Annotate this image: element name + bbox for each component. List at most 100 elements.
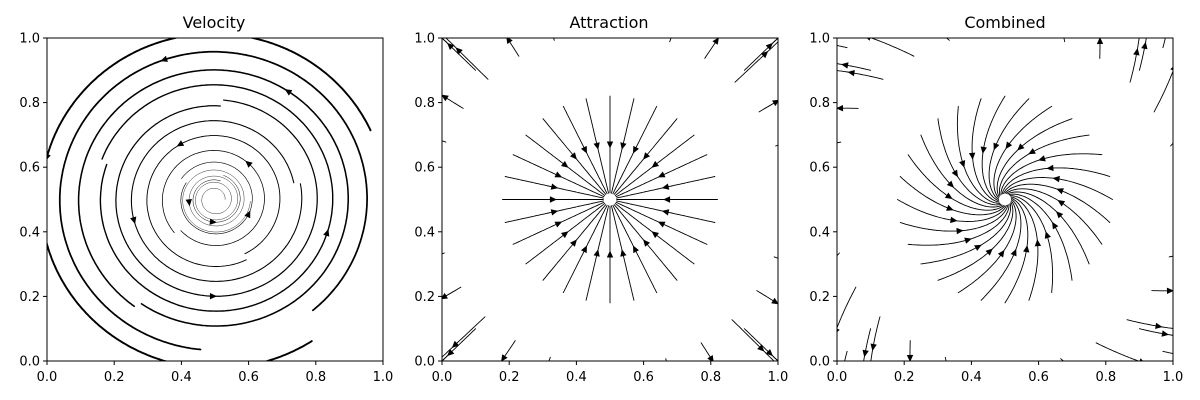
arrowhead: [866, 38, 871, 41]
streamline: [907, 203, 1010, 246]
chart-title: Attraction: [569, 13, 648, 32]
chart-panel-combined: Combined 0.0 0.2 0.4 0.6 0.8 1.00.00.20.40.60…: [809, 13, 1188, 385]
y-tick-label: 0.6: [809, 161, 830, 176]
arrowhead: [651, 231, 659, 239]
arrowhead: [501, 354, 508, 361]
arrowhead: [657, 221, 666, 228]
arrowhead: [837, 328, 840, 333]
arrowhead: [1052, 175, 1060, 183]
streamline: [956, 105, 1001, 204]
arrowhead: [944, 363, 950, 371]
arrowhead: [1023, 245, 1030, 253]
streamlines-layer: [47, 38, 372, 361]
plot-frame: [836, 37, 1174, 362]
arrowhead: [620, 142, 627, 150]
plot-frame: [46, 37, 384, 362]
streamline: [426, 216, 436, 217]
arrowhead: [549, 27, 555, 35]
arrowhead: [209, 218, 217, 225]
x-tick-label: 1.0: [373, 370, 394, 385]
arrowhead: [964, 237, 972, 244]
arrowhead: [1046, 164, 1054, 172]
streamline: [1063, 38, 1066, 43]
streamline: [937, 201, 1014, 281]
arrowhead: [1180, 216, 1188, 222]
streamline: [58, 50, 368, 351]
arrowhead: [570, 152, 577, 160]
streamline: [1162, 350, 1173, 355]
streamline: [783, 220, 793, 221]
arrowhead: [956, 227, 964, 235]
streamline: [47, 38, 372, 361]
streamline: [998, 134, 1090, 197]
arrowhead: [787, 179, 794, 185]
arrowhead: [959, 160, 966, 168]
arrowhead: [554, 221, 563, 228]
arrowhead: [862, 349, 869, 358]
y-tick-label: 0.0: [809, 355, 830, 370]
arrowhead: [1167, 38, 1169, 39]
y-tick-label: 0.6: [19, 161, 40, 176]
arrowhead: [447, 349, 455, 357]
x-tick-label: 0.8: [305, 370, 326, 385]
chart-panel-attraction: Attraction 0.0 0.2 0.4 0.6 0.8 1.00.00.20.40.…: [414, 13, 794, 385]
y-tick-label: 0.0: [414, 355, 435, 370]
y-tick-label: 0.4: [809, 225, 830, 240]
streamline: [844, 350, 848, 361]
arrowhead: [593, 142, 600, 150]
streamline: [837, 44, 848, 49]
arrowhead: [431, 252, 439, 258]
arrowhead: [244, 210, 251, 219]
arrowhead: [651, 160, 659, 168]
streamline: [1162, 38, 1166, 49]
x-tick-label: 0.4: [566, 370, 587, 385]
arrowhead: [570, 239, 577, 247]
streamline: [427, 178, 437, 179]
arrowhead: [786, 218, 793, 224]
arrowhead: [781, 141, 789, 147]
streamline: [996, 118, 1073, 198]
arrowhead: [455, 47, 463, 55]
x-tick-label: 1.0: [768, 370, 789, 385]
arrowhead: [620, 249, 627, 257]
arrowhead: [581, 245, 587, 254]
streamline: [77, 69, 349, 327]
arrowhead: [993, 142, 1000, 151]
y-tick-label: 0.8: [19, 96, 40, 111]
y-tick-label: 1.0: [19, 32, 40, 47]
streamline: [1000, 153, 1103, 196]
arrowhead: [451, 340, 460, 348]
arrowhead: [447, 42, 455, 50]
streamline: [130, 120, 303, 282]
arrowhead: [1034, 239, 1042, 247]
arrowhead: [427, 175, 434, 181]
x-tick-label: 0.0: [37, 370, 58, 385]
arrowhead: [550, 183, 559, 190]
arrowhead: [946, 180, 954, 188]
chart-title: Combined: [964, 13, 1045, 32]
streamline: [870, 38, 915, 57]
arrowhead: [284, 89, 293, 96]
arrowhead: [946, 204, 954, 211]
arrowhead: [1056, 211, 1064, 219]
arrowhead: [625, 369, 631, 376]
arrowhead: [561, 160, 569, 168]
arrowhead: [950, 216, 958, 224]
x-tick-label: 0.2: [499, 370, 520, 385]
streamline: [983, 366, 988, 377]
streamline: [99, 84, 334, 312]
arrowhead: [669, 29, 675, 37]
chart-panel-velocity: Velocity 0.0 0.2 0.4 0.6 0.8 1.00.00.20.40.60…: [19, 13, 393, 385]
x-tick-label: 0.6: [238, 370, 259, 385]
arrowhead: [1060, 28, 1066, 36]
y-tick-label: 0.6: [414, 161, 435, 176]
arrowhead: [554, 171, 563, 178]
arrowhead: [997, 249, 1005, 258]
y-tick-label: 1.0: [414, 32, 435, 47]
streamlines-layer: [837, 28, 1188, 377]
x-tick-label: 0.2: [104, 370, 125, 385]
arrowhead: [951, 169, 958, 178]
x-tick-label: 0.8: [1095, 370, 1116, 385]
arrowhead: [1005, 141, 1013, 150]
